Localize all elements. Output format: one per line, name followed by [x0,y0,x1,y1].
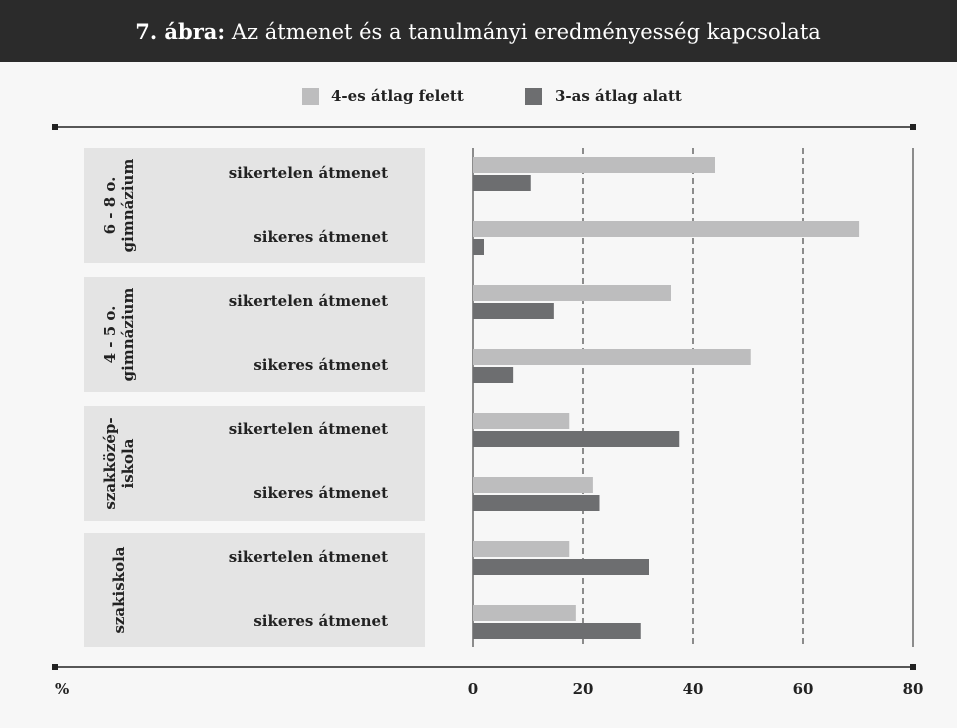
category-label: sikertelen átmenet [229,164,388,182]
legend-label: 3-as átlag alatt [555,87,682,105]
category-label: sikeres átmenet [253,228,388,246]
category-label: sikeres átmenet [253,484,388,502]
group-label: gimnázium [119,159,137,253]
x-tick-label: 60 [793,680,814,698]
x-tick-label: 20 [573,680,594,698]
rule-end [52,124,58,130]
group-label: szakiskola [110,546,128,633]
group-panel [84,406,425,521]
title-bar [0,0,957,62]
bar [473,157,715,173]
x-tick-label: 0 [468,680,478,698]
bar [473,495,600,511]
category-label: sikertelen átmenet [229,548,388,566]
group-label: iskola [119,438,137,488]
bar [473,541,570,557]
category-label: sikeres átmenet [253,612,388,630]
bar [473,175,531,191]
category-label: sikertelen átmenet [229,292,388,310]
bar [473,477,593,493]
x-tick-label: 40 [683,680,704,698]
group-panel [84,533,425,647]
rule-end [52,664,58,670]
chart-title: 7. ábra: Az átmenet és a tanulmányi ered… [135,19,821,44]
group-label: szakközép- [101,417,119,509]
group-panel [84,277,425,392]
title-text: Az átmenet és a tanulmányi eredményesség… [231,20,821,44]
bar [473,605,576,621]
title-prefix: 7. ábra: [135,19,225,44]
group-panel [84,148,425,263]
bar [473,285,671,301]
legend-swatch [302,88,319,105]
bar [473,367,514,383]
bar [473,623,641,639]
bar [473,413,570,429]
bar [473,239,484,255]
group-label: 6 - 8 o. [101,177,119,235]
group-label: gimnázium [119,288,137,382]
category-label: sikeres átmenet [253,356,388,374]
bar [473,221,860,237]
bar [473,303,554,319]
x-axis-label: % [55,680,69,698]
bar [473,431,680,447]
bar [473,349,751,365]
category-label: sikertelen átmenet [229,420,388,438]
legend-label: 4-es átlag felett [331,87,464,105]
rule-end [910,664,916,670]
legend-swatch [525,88,542,105]
bar [473,559,649,575]
group-label: 4 - 5 o. [101,306,119,364]
x-tick-label: 80 [903,680,924,698]
rule-end [910,124,916,130]
